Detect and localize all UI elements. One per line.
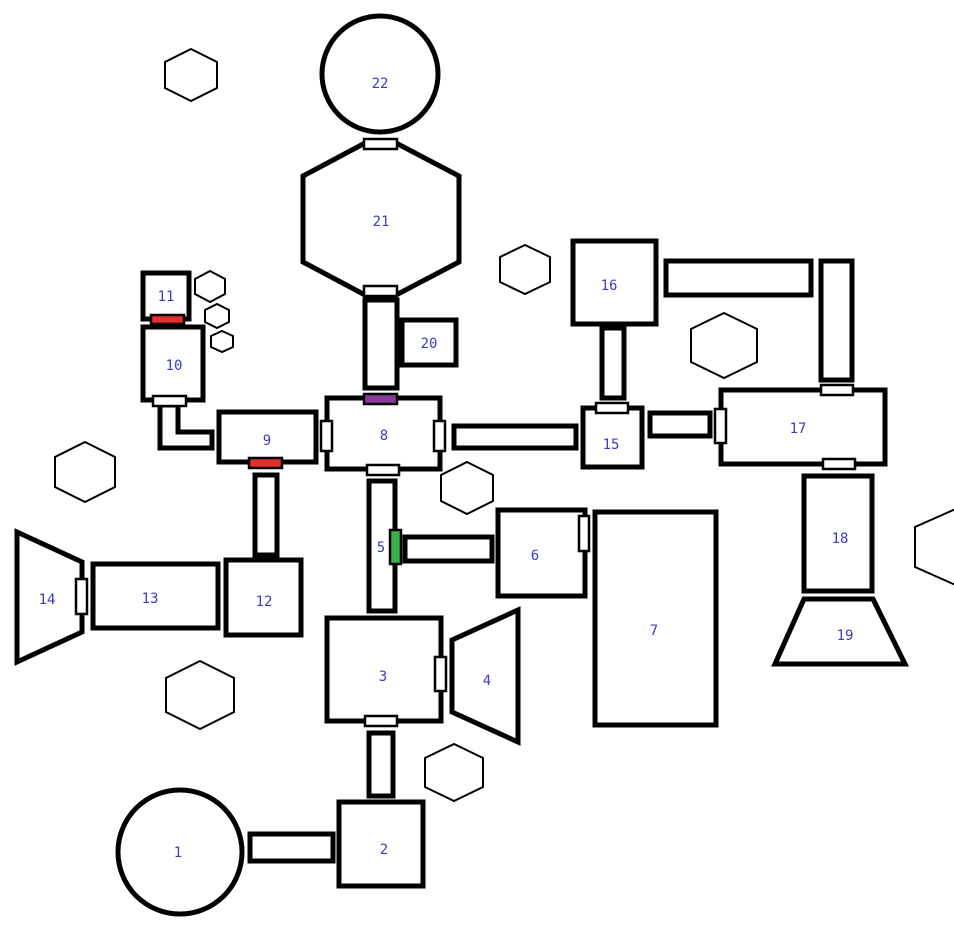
- corridor-16-15: [599, 325, 627, 401]
- room-label-5: 5: [377, 540, 385, 556]
- hexagon-obstacle: [499, 243, 551, 296]
- hexagon-obstacle: [440, 460, 494, 516]
- room-label-2: 2: [380, 842, 388, 858]
- door-11-10[interactable]: [149, 313, 186, 326]
- corridor-10-9: [157, 402, 215, 451]
- room-20[interactable]: [399, 317, 459, 368]
- room-14[interactable]: [14, 528, 85, 666]
- door-8-left[interactable]: [319, 419, 334, 453]
- room-label-12: 12: [256, 594, 273, 610]
- room-label-4: 4: [483, 673, 491, 689]
- door-3-right[interactable]: [433, 655, 448, 693]
- corridor-21-8: [362, 297, 400, 391]
- room-13[interactable]: [90, 561, 221, 631]
- room-label-10: 10: [166, 358, 183, 374]
- door-17-left[interactable]: [713, 407, 728, 445]
- door-8-right[interactable]: [432, 419, 447, 453]
- door-21-corridor[interactable]: [362, 284, 399, 298]
- hexagon-obstacle: [690, 311, 758, 380]
- door-8-top[interactable]: [362, 392, 399, 406]
- room-12[interactable]: [223, 557, 304, 638]
- corridor-8-15: [451, 423, 579, 451]
- room-label-16: 16: [601, 278, 618, 294]
- door-17-top[interactable]: [819, 383, 855, 397]
- room-7[interactable]: [592, 509, 719, 728]
- decorative-hexagons: [54, 47, 954, 803]
- corridor-5-6: [402, 534, 495, 564]
- room-16[interactable]: [570, 238, 659, 327]
- room-label-14: 14: [39, 592, 56, 608]
- room-label-9: 9: [263, 433, 271, 449]
- hexagon-obstacle: [424, 742, 484, 803]
- room-4[interactable]: [449, 606, 521, 746]
- hexagon-obstacle: [204, 302, 230, 330]
- room-18[interactable]: [801, 473, 875, 594]
- door-10-bottom[interactable]: [151, 394, 188, 408]
- hexagon-obstacle: [165, 659, 235, 731]
- room-labels: 22 21 20 11 10 9 8 15 16 17 18 19 5 6 7 …: [39, 76, 854, 861]
- corridor-16-17-vertical: [818, 258, 855, 383]
- door-5-6[interactable]: [388, 528, 403, 566]
- hexagon-obstacle: [194, 269, 226, 304]
- hexagon-obstacle: [210, 329, 234, 354]
- door-15-top[interactable]: [594, 401, 630, 415]
- rooms: [14, 13, 910, 917]
- room-label-7: 7: [650, 623, 658, 639]
- hexagon-obstacle: [164, 47, 218, 103]
- room-label-6: 6: [531, 548, 539, 564]
- corridor-16-17-horizontal: [663, 258, 814, 298]
- room-19[interactable]: [771, 596, 910, 667]
- door-9-bottom[interactable]: [247, 456, 284, 470]
- room-label-18: 18: [832, 531, 849, 547]
- door-6-right[interactable]: [577, 514, 591, 553]
- hexagon-obstacle: [54, 440, 116, 504]
- door-17-bottom[interactable]: [821, 457, 857, 471]
- corridor-15-17: [647, 410, 713, 439]
- room-label-11: 11: [158, 289, 175, 305]
- room-label-20: 20: [421, 336, 438, 352]
- corridor-1-2: [247, 831, 336, 864]
- hexagon-obstacle: [914, 508, 954, 586]
- room-label-21: 21: [373, 214, 390, 230]
- door-3-bottom[interactable]: [363, 714, 399, 728]
- door-8-bottom[interactable]: [365, 463, 401, 477]
- room-label-15: 15: [603, 437, 620, 453]
- room-label-3: 3: [379, 669, 387, 685]
- room-3[interactable]: [324, 615, 444, 724]
- room-label-22: 22: [372, 76, 389, 92]
- corridor-3-2: [366, 730, 396, 799]
- door-14-right[interactable]: [74, 577, 89, 616]
- room-2[interactable]: [336, 799, 426, 889]
- room-1[interactable]: [115, 787, 245, 917]
- room-label-13: 13: [142, 591, 159, 607]
- corridor-9-12: [252, 472, 280, 558]
- door-21-22[interactable]: [362, 137, 399, 151]
- room-label-19: 19: [837, 628, 854, 644]
- room-6[interactable]: [495, 507, 588, 599]
- room-label-8: 8: [380, 428, 388, 444]
- doors: [74, 137, 857, 728]
- room-label-1: 1: [174, 845, 182, 861]
- room-label-17: 17: [790, 421, 807, 437]
- room-22[interactable]: [319, 13, 441, 135]
